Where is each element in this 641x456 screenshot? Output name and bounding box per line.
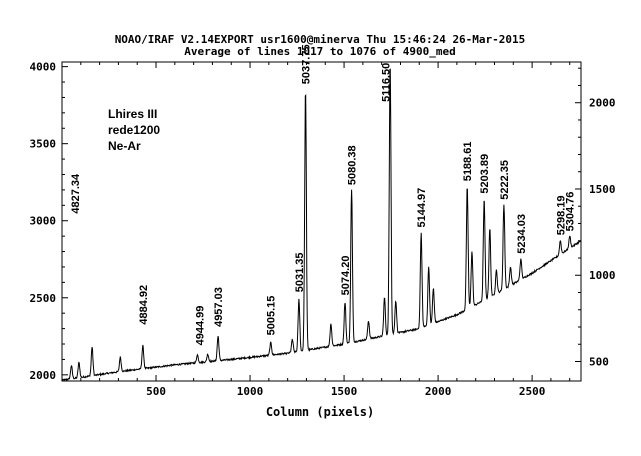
x-tick-label: 1500 — [331, 385, 358, 398]
y-left-tick-label: 3000 — [30, 215, 57, 228]
line-labels: 4827.34 4884.92 4944.99 4957.03 5005.15 5031.… — [70, 44, 577, 345]
chart-title: Average of lines 1017 to 1076 of 4900_me… — [184, 45, 456, 58]
y-right-tick-label: 500 — [589, 356, 609, 369]
info-instrument: Lhires III — [108, 107, 157, 121]
spectrum-line — [61, 68, 582, 382]
x-axis-label: Column (pixels) — [266, 405, 374, 419]
line-label: 4827.34 — [70, 173, 82, 214]
line-label: 5304.76 — [565, 192, 577, 232]
x-tick-label: 1000 — [237, 385, 264, 398]
y-left-tick-label: 2000 — [30, 369, 57, 382]
x-tick-label: 2000 — [425, 385, 452, 398]
iraf-header: NOAO/IRAF V2.14EXPORT usr1600@minerva Th… — [115, 33, 526, 46]
line-label: 4944.99 — [194, 306, 206, 346]
line-label: 5031.35 — [294, 252, 306, 292]
line-label: 5116.50 — [380, 63, 392, 102]
line-label: 5074.20 — [340, 256, 352, 296]
x-tick-label: 2500 — [519, 385, 546, 398]
line-label: 5298.19 — [555, 195, 567, 235]
line-label: 5005.15 — [266, 296, 278, 336]
info-lamp: Ne-Ar — [108, 139, 141, 153]
line-label: 5203.89 — [479, 154, 491, 194]
x-tick-label: 500 — [146, 385, 166, 398]
y-right-tick-label: 1000 — [589, 269, 616, 282]
info-box: Lhires III rede1200 Ne-Ar — [108, 107, 160, 153]
line-label: 5037.75 — [301, 44, 313, 84]
y-right-tick-label: 1500 — [589, 183, 616, 196]
y-left-tick-label: 4000 — [30, 61, 57, 74]
line-label: 5234.03 — [516, 214, 528, 254]
line-label: 5188.61 — [462, 142, 474, 182]
plot-frame — [61, 61, 582, 382]
y-left-tick-label: 2500 — [30, 292, 57, 305]
line-label: 5222.35 — [499, 160, 511, 200]
y-right-tick-label: 2000 — [589, 97, 616, 110]
line-label: 4884.92 — [138, 285, 150, 325]
info-grating: rede1200 — [108, 123, 160, 137]
y-left-tick-label: 3500 — [30, 138, 57, 151]
line-label: 4957.03 — [213, 287, 225, 327]
line-label: 5080.38 — [347, 145, 359, 185]
line-label: 5144.97 — [416, 188, 428, 228]
axis-ticks: 500 1000 1500 2000 2500 2000 2500 3000 3500 4000 5… — [30, 61, 616, 398]
